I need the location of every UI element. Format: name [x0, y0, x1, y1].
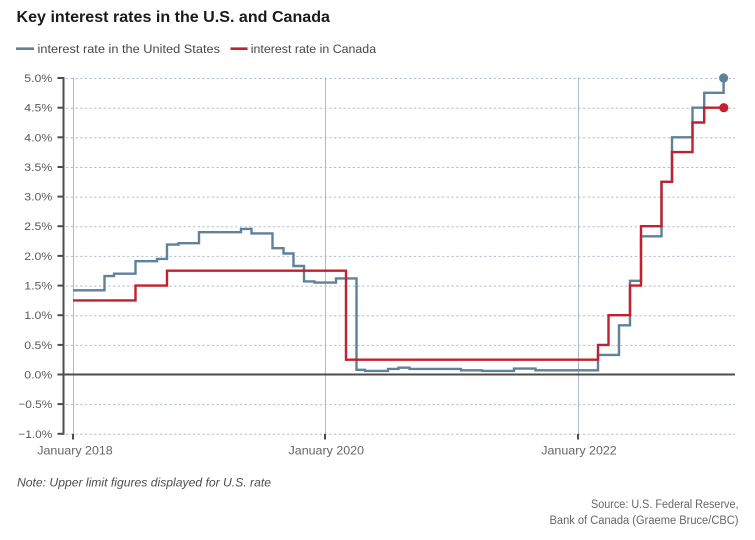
svg-text:Key interest rates in the U.S.: Key interest rates in the U.S. and Canad… [17, 9, 331, 26]
svg-text:2.0%: 2.0% [24, 251, 52, 263]
svg-text:interest rate in the United St: interest rate in the United States [38, 42, 221, 56]
svg-text:1.5%: 1.5% [24, 281, 52, 293]
svg-text:4.5%: 4.5% [24, 103, 52, 115]
svg-text:−0.5%: −0.5% [18, 399, 52, 411]
svg-text:4.0%: 4.0% [24, 132, 52, 144]
svg-text:January 2022: January 2022 [541, 444, 617, 458]
svg-text:interest rate in Canada: interest rate in Canada [251, 42, 376, 56]
svg-text:Source: U.S. Federal Reserve,: Source: U.S. Federal Reserve, [591, 499, 739, 511]
svg-text:−1.0%: −1.0% [18, 429, 52, 441]
svg-text:0.0%: 0.0% [24, 370, 52, 382]
svg-text:Bank of Canada (Graeme Bruce/C: Bank of Canada (Graeme Bruce/CBC) [550, 515, 739, 527]
svg-text:Note: Upper limit figures disp: Note: Upper limit figures displayed for … [17, 476, 271, 490]
svg-text:January 2020: January 2020 [289, 444, 365, 458]
svg-text:3.0%: 3.0% [24, 192, 52, 204]
svg-text:January 2018: January 2018 [37, 444, 113, 458]
svg-text:2.5%: 2.5% [24, 221, 52, 233]
svg-text:5.0%: 5.0% [24, 73, 52, 85]
svg-text:0.5%: 0.5% [24, 340, 52, 352]
svg-text:1.0%: 1.0% [24, 310, 52, 322]
svg-text:3.5%: 3.5% [24, 162, 52, 174]
